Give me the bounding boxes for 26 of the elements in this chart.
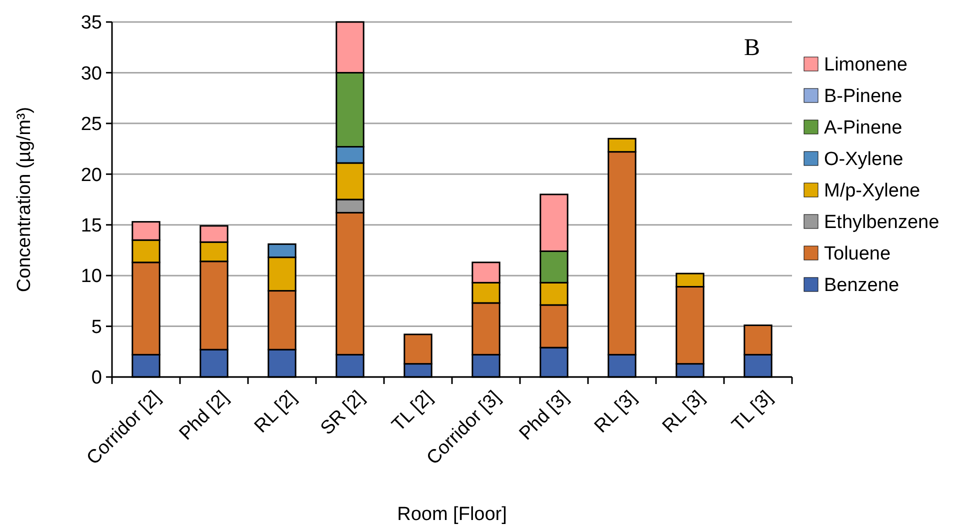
y-tick-label: 35 [80, 12, 102, 34]
legend-label: O-Xylene [824, 149, 904, 170]
x-tick-label: RL [3] [658, 387, 709, 438]
annotation: B [744, 35, 760, 61]
x-tick-label: TL [3] [728, 387, 777, 436]
legend-label: B-Pinene [824, 86, 902, 108]
x-axis-title: Room [Floor] [397, 504, 507, 525]
legend-label: Ethylbenzene [824, 212, 940, 234]
y-tick-label: 10 [80, 266, 102, 288]
y-tick-label: 5 [91, 316, 102, 338]
y-tick-label: 25 [80, 114, 102, 136]
x-tick-label: RL [2] [250, 387, 301, 438]
y-tick-label: 15 [80, 216, 102, 237]
legend-label: Limonene [824, 54, 908, 76]
x-tick-label: Phd [3] [516, 387, 573, 445]
legend-label: Benzene [824, 275, 900, 296]
legend-label: M/p-Xylene [824, 180, 920, 202]
y-tick-label: 0 [91, 368, 102, 389]
x-tick-label: SR [2] [316, 387, 369, 440]
y-tick-label: 30 [80, 63, 102, 84]
x-tick-label: RL [3] [590, 387, 641, 438]
legend-label: Toluene [824, 244, 891, 265]
x-tick-label: Phd [2] [176, 387, 233, 445]
y-axis-title: Concentration (µg/m³) [14, 106, 35, 292]
legend-label: A-Pinene [824, 118, 902, 139]
y-tick-label: 20 [80, 164, 102, 186]
